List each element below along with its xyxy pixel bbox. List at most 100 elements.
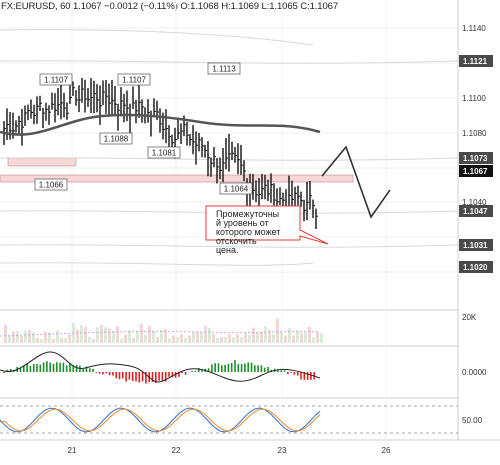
annotation-line: которого может	[216, 227, 280, 237]
time-tick: 26	[382, 446, 391, 455]
volume-bar	[52, 338, 55, 343]
volume-bar	[260, 331, 263, 343]
time-tick: 22	[172, 446, 181, 455]
volume-bar	[28, 329, 31, 343]
volume-bar	[88, 336, 91, 343]
volume-bar	[92, 338, 95, 343]
price-label-text: 1.1066	[39, 181, 64, 190]
volume-bar	[236, 334, 239, 343]
price-badge-bg	[459, 55, 493, 67]
price-badge: 1.1020	[459, 261, 493, 273]
volume-bar	[36, 337, 39, 343]
volume-bar	[208, 327, 211, 343]
price-label: 1.1107	[117, 73, 151, 86]
low-label: L:	[261, 1, 270, 12]
chart-header: FX:EURUSD, 60 1.1067 −0.0012 (−0.11%) O:…	[1, 1, 338, 12]
stoch-axis-label: 50.00	[462, 416, 483, 425]
volume-bar	[244, 333, 247, 343]
volume-bar	[184, 338, 187, 343]
high-value: 1.1069	[230, 1, 260, 12]
price-tick: 1.1140	[462, 24, 486, 33]
price-label-text: 1.1107	[44, 76, 68, 85]
volume-bar	[188, 335, 191, 343]
volume-bar	[180, 334, 183, 343]
price-badge: 1.1047	[459, 205, 493, 217]
ma-line	[0, 113, 321, 136]
symbol-label[interactable]: FX:EURUSD, 60	[1, 1, 71, 12]
time-tick: 21	[68, 446, 77, 455]
macd-axis-label: 0.0000	[462, 368, 487, 377]
volume-bar	[64, 337, 67, 343]
volume-bar	[316, 332, 319, 343]
price-labels: 1.1107 1.1107 1.1113 1.1088 1.1081 1.1066 1.10…	[34, 62, 253, 195]
price-label-box	[117, 73, 151, 86]
volume-bar	[176, 337, 179, 343]
volume-bar	[228, 334, 231, 343]
volume-bar	[280, 332, 283, 343]
volume-bar	[44, 332, 47, 343]
volume-bar	[204, 325, 207, 343]
price-badge-bg	[459, 152, 493, 164]
volume-bar	[32, 332, 35, 343]
price-tick: 1.1100	[462, 94, 486, 103]
volume-bar	[112, 331, 115, 343]
close-label: C:	[300, 1, 310, 12]
projection-zigzag	[321, 145, 391, 219]
price-badge: 1.1121	[459, 55, 493, 67]
volume-bar	[288, 328, 291, 343]
volume-bar	[128, 330, 131, 343]
volume-bar	[132, 338, 135, 343]
volume-bar	[216, 337, 219, 343]
close-value: 1.1067	[309, 1, 339, 12]
price-axis[interactable]: 1.11401.11201.11001.10801.10601.10401.11…	[459, 24, 493, 273]
volume-bar	[56, 330, 59, 343]
price-label: 1.1081	[147, 146, 181, 159]
annotation-line: отскочить	[216, 236, 257, 246]
volume-bar	[148, 325, 151, 343]
level-line	[0, 157, 459, 161]
price-label-box	[39, 73, 73, 86]
price-label-text: 1.1064	[224, 185, 249, 194]
price-badge: 1.1031	[459, 239, 493, 251]
volume-bar	[68, 334, 71, 343]
volume-bar	[100, 325, 103, 343]
volume-bar	[164, 329, 167, 343]
volume-bar	[284, 335, 287, 343]
moving-average	[0, 113, 321, 136]
volume-bar	[300, 332, 303, 343]
volume-bar	[196, 331, 199, 343]
volume-bar	[16, 331, 19, 343]
level-line	[0, 262, 314, 266]
volume-bar	[136, 330, 139, 343]
volume-bar	[120, 338, 123, 343]
price-label: 1.1064	[219, 182, 253, 195]
volume-bar	[256, 332, 259, 343]
volume-bar	[304, 332, 307, 343]
volume-bar	[8, 335, 11, 343]
volume-bar	[248, 334, 251, 343]
price-badge-text: 1.1073	[463, 154, 488, 163]
time-tick: 23	[278, 446, 287, 455]
price-change: −0.0012 (−0.11%)	[104, 1, 178, 12]
volume-bar	[144, 334, 147, 343]
volume-bar	[200, 331, 203, 343]
level-line	[0, 60, 459, 64]
price-label: 1.1066	[34, 178, 68, 191]
price-tick: 1.1040	[462, 198, 487, 207]
stoch-d	[0, 408, 321, 432]
price-label-box	[99, 132, 133, 145]
macd-pane: 0.0000	[0, 351, 487, 384]
volume-bar	[140, 323, 143, 343]
volume-bar	[4, 324, 7, 343]
last-price: 1.1067	[73, 1, 102, 12]
volume-bar	[160, 329, 163, 343]
volume-bar	[168, 338, 171, 343]
time-axis[interactable]: 21 22 23 26	[68, 446, 391, 455]
price-badge-text: 1.1047	[463, 207, 488, 216]
volume-ma	[0, 330, 321, 337]
price-label: 1.1088	[99, 132, 133, 145]
volume-bar	[232, 337, 235, 343]
